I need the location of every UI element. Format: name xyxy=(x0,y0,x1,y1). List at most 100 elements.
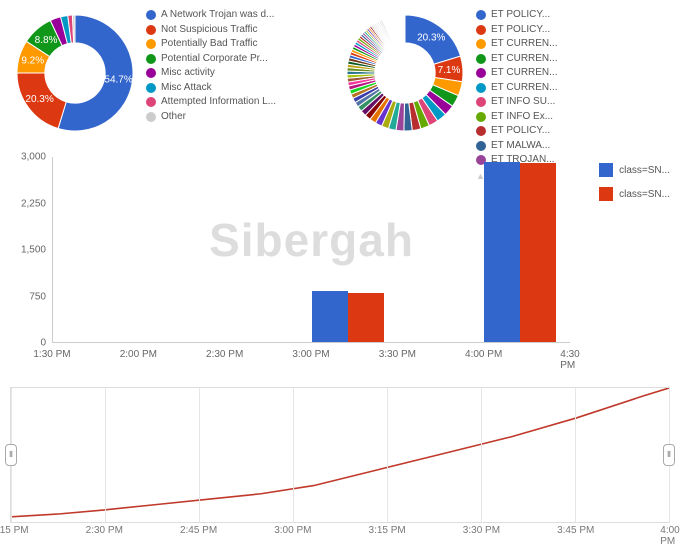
legend-item[interactable]: Attempted Information L... xyxy=(146,95,340,110)
bar-legend: class=SN... class=SN... xyxy=(599,163,670,211)
dashboard: 54.7%20.3%9.2%8.8% A Network Trojan was … xyxy=(0,0,680,543)
legend-item[interactable]: ET POLICY... xyxy=(476,23,670,38)
legend-item[interactable]: ET CURREN... xyxy=(476,37,670,52)
line-x-label: 3:15 PM xyxy=(369,525,406,536)
legend-swatch xyxy=(146,10,156,20)
legend-swatch xyxy=(476,54,486,64)
legend-swatch xyxy=(146,54,156,64)
legend-label: Potentially Bad Traffic xyxy=(161,37,258,52)
bar-x-axis: 1:30 PM2:00 PM2:30 PM3:00 PM3:30 PM4:00 … xyxy=(52,345,570,365)
legend-label: ET INFO Ex... xyxy=(491,110,553,125)
line-x-label: 4:00 PM xyxy=(660,525,679,547)
x-tick-label: 4:30 PM xyxy=(560,349,579,371)
gridline xyxy=(199,388,200,522)
legend-label: Other xyxy=(161,110,186,125)
line-x-label: 3:00 PM xyxy=(274,525,311,536)
legend-swatch xyxy=(599,163,613,177)
legend-swatch xyxy=(476,97,486,107)
legend-item[interactable]: ET CURREN... xyxy=(476,81,670,96)
legend-swatch xyxy=(476,25,486,35)
bar-chart: 0 750 1,500 2,250 3,000 Sibergah 1:30 PM 2:00… xyxy=(0,145,680,365)
x-tick-label: 2:00 PM xyxy=(120,349,157,360)
legend-item[interactable]: Other xyxy=(146,110,340,125)
slice-pct-label: 20.3% xyxy=(25,94,53,105)
legend-swatch xyxy=(476,83,486,93)
legend-item[interactable]: A Network Trojan was d... xyxy=(146,8,340,23)
legend-label: Potential Corporate Pr... xyxy=(161,52,268,67)
legend-label: ET CURREN... xyxy=(491,52,558,67)
legend-item[interactable]: Misc Attack xyxy=(146,81,340,96)
bar[interactable] xyxy=(348,293,384,342)
donut1-chart: 54.7%20.3%9.2%8.8% xyxy=(10,8,140,141)
legend-label: A Network Trojan was d... xyxy=(161,8,274,23)
range-handle-right[interactable]: ⦀ xyxy=(663,444,675,466)
legend-item[interactable]: ET POLICY... xyxy=(476,8,670,23)
y-tick-label: 750 xyxy=(29,291,46,302)
slice-pct-label: 7.1% xyxy=(438,65,461,76)
legend-item[interactable]: Potentially Bad Traffic xyxy=(146,37,340,52)
gridline xyxy=(105,388,106,522)
donut1-legend: A Network Trojan was d...Not Suspicious … xyxy=(140,8,340,124)
y-tick-label: 2,250 xyxy=(21,198,46,209)
legend-item[interactable]: ET CURREN... xyxy=(476,66,670,81)
range-handle-left[interactable]: ⦀ xyxy=(5,444,17,466)
legend-swatch xyxy=(146,112,156,122)
bar-plot-area: Sibergah xyxy=(52,157,570,343)
trend-line xyxy=(11,388,669,517)
legend-item[interactable]: Misc activity xyxy=(146,66,340,81)
legend-swatch xyxy=(476,68,486,78)
line-x-label: 2:15 PM xyxy=(0,525,29,536)
slice-pct-label: 20.3% xyxy=(417,33,445,44)
gridline xyxy=(387,388,388,522)
line-x-label: 2:45 PM xyxy=(180,525,217,536)
y-tick-label: 0 xyxy=(40,338,46,349)
legend-swatch xyxy=(476,10,486,20)
line-chart: ⦀⦀ 2:15 PM2:30 PM2:45 PM3:00 PM3:15 PM3:… xyxy=(0,383,680,543)
x-tick-label: 2:30 PM xyxy=(206,349,243,360)
bar-legend-item[interactable]: class=SN... xyxy=(599,163,670,177)
y-tick-label: 1,500 xyxy=(21,245,46,256)
x-tick-label: 3:00 PM xyxy=(292,349,329,360)
legend-swatch xyxy=(146,39,156,49)
legend-label: ET CURREN... xyxy=(491,81,558,96)
legend-swatch xyxy=(146,97,156,107)
bar-y-axis: 07501,5002,2503,000 xyxy=(10,157,50,343)
legend-swatch xyxy=(146,68,156,78)
x-tick-label: 3:30 PM xyxy=(379,349,416,360)
legend-item[interactable]: ET POLICY... xyxy=(476,124,670,139)
gridline xyxy=(481,388,482,522)
legend-swatch xyxy=(146,83,156,93)
legend-item[interactable]: ET INFO SU... xyxy=(476,95,670,110)
bar[interactable] xyxy=(484,162,520,342)
legend-swatch xyxy=(599,187,613,201)
watermark: Sibergah xyxy=(209,213,414,267)
slice-pct-label: 54.7% xyxy=(104,74,132,85)
x-tick-label: 1:30 PM xyxy=(33,349,70,360)
legend-item[interactable]: ET CURREN... xyxy=(476,52,670,67)
y-tick-label: 3,000 xyxy=(21,152,46,163)
line-plot-area: ⦀⦀ xyxy=(10,387,670,523)
line-x-label: 2:30 PM xyxy=(86,525,123,536)
bar-legend-item[interactable]: class=SN... xyxy=(599,187,670,201)
bar[interactable] xyxy=(312,291,348,342)
bar[interactable] xyxy=(520,163,556,342)
legend-label: Misc Attack xyxy=(161,81,212,96)
legend-label: ET POLICY... xyxy=(491,23,550,38)
legend-label: ET CURREN... xyxy=(491,66,558,81)
x-tick-label: 4:00 PM xyxy=(465,349,502,360)
legend-label: Not Suspicious Traffic xyxy=(161,23,258,38)
legend-swatch xyxy=(476,39,486,49)
line-x-label: 3:45 PM xyxy=(557,525,594,536)
donut1-box: 54.7%20.3%9.2%8.8% A Network Trojan was … xyxy=(10,8,340,145)
legend-label: Attempted Information L... xyxy=(161,95,276,110)
line-x-axis: 2:15 PM2:30 PM2:45 PM3:00 PM3:15 PM3:30 … xyxy=(10,525,670,541)
legend-item[interactable]: Not Suspicious Traffic xyxy=(146,23,340,38)
legend-swatch xyxy=(476,112,486,122)
legend-label: class=SN... xyxy=(619,189,670,200)
legend-item[interactable]: Potential Corporate Pr... xyxy=(146,52,340,67)
legend-label: ET INFO SU... xyxy=(491,95,555,110)
legend-item[interactable]: ET INFO Ex... xyxy=(476,110,670,125)
legend-label: Misc activity xyxy=(161,66,215,81)
legend-swatch xyxy=(146,25,156,35)
legend-label: class=SN... xyxy=(619,165,670,176)
